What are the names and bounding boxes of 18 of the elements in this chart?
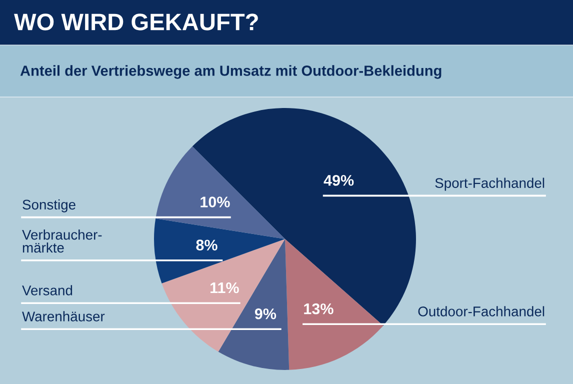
chart-title: WO WIRD GEKAUFT? [14, 14, 258, 30]
pie-slice [162, 239, 285, 352]
pie-slice [285, 239, 384, 370]
slice-label: Warenhäuser [22, 311, 105, 322]
slice-label: Verbraucher- märkte [22, 230, 102, 253]
data-label: 8% [196, 240, 218, 250]
slice-label: Versand [22, 285, 72, 296]
data-label: 11% [210, 282, 239, 294]
data-label: 49% [324, 174, 354, 186]
slice-label: Sport-Fachhandel [435, 178, 544, 191]
pie-slice [154, 218, 285, 284]
data-label: 9% [254, 308, 276, 320]
slice-label: Outdoor-Fachhandel [418, 306, 544, 316]
data-label: 13% [304, 303, 334, 314]
chart-subtitle: Anteil der Vertriebswege am Umsatz mit Outdoor-Bekleidung [20, 65, 442, 79]
data-label: 10% [200, 196, 230, 208]
slice-label: Sonstige [22, 199, 76, 212]
pie-slice [192, 108, 416, 326]
